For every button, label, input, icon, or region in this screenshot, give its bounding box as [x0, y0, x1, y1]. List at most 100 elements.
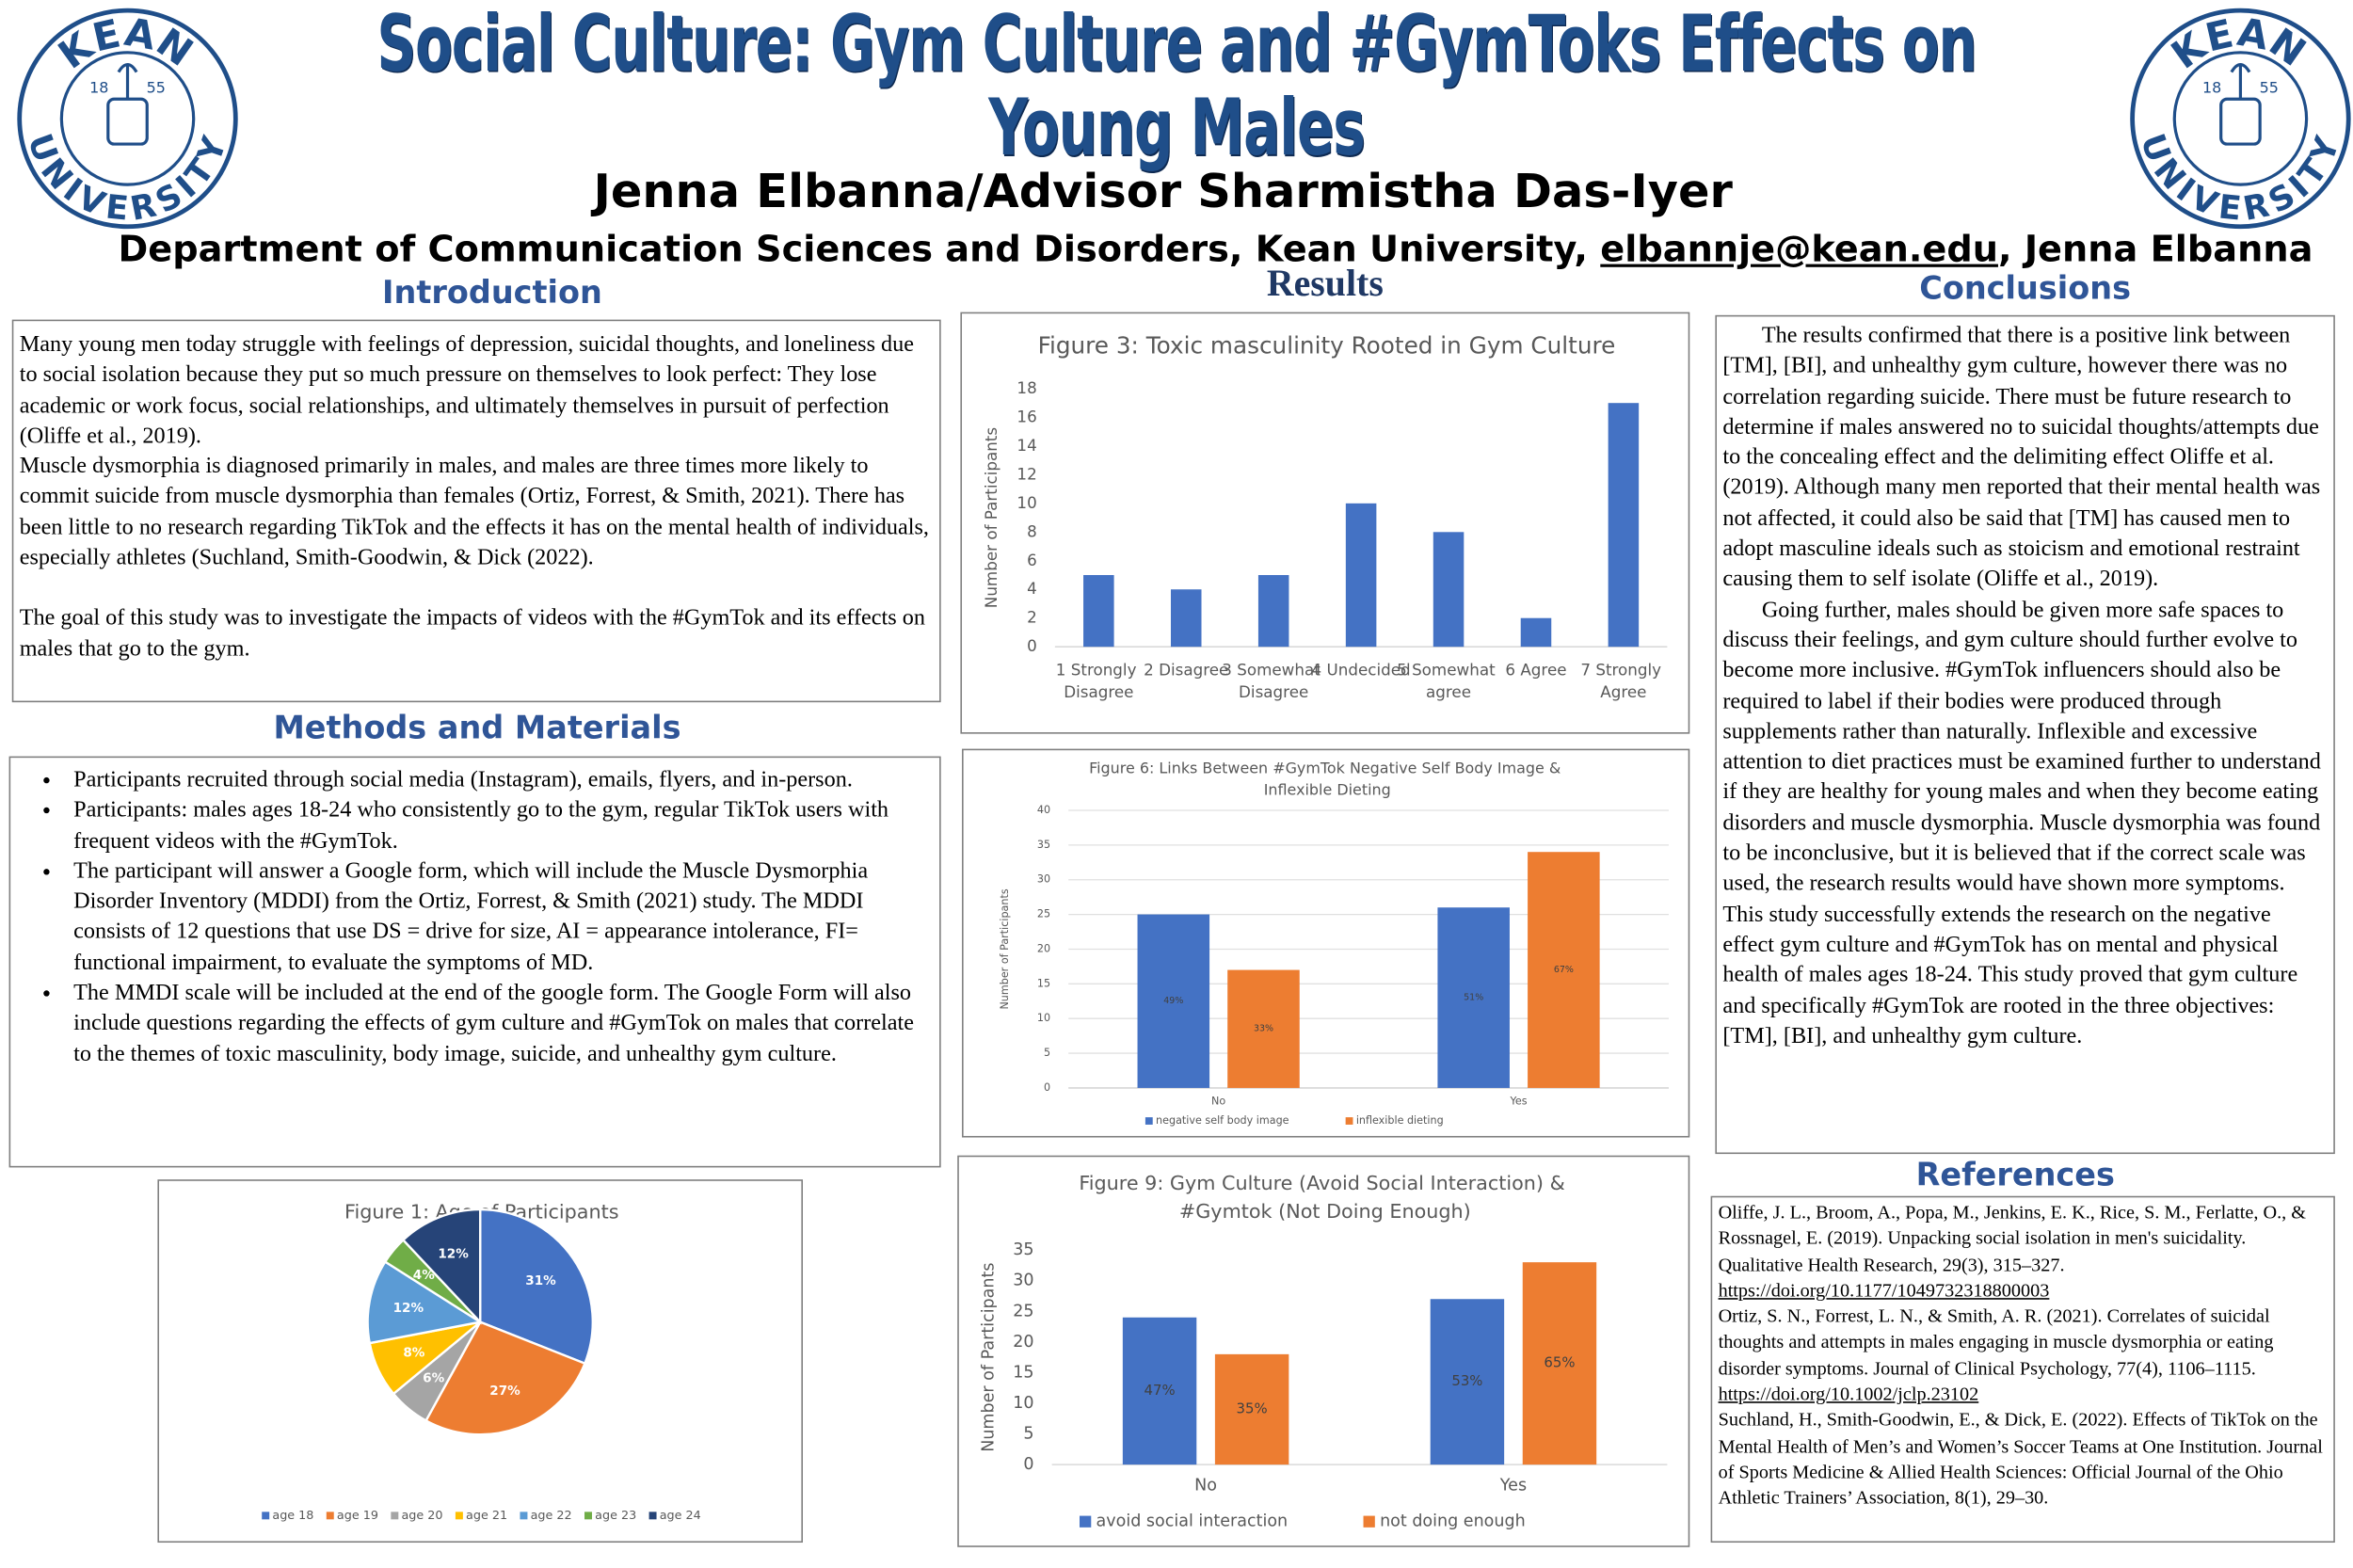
text-line: Yes — [1499, 1476, 1527, 1495]
methods-box: Participants recruited through social me… — [8, 756, 941, 1168]
data-label: 67% — [1554, 965, 1574, 975]
section-heading: Introduction — [382, 274, 602, 312]
bar — [1227, 969, 1300, 1088]
data-label: 49% — [1163, 996, 1183, 1006]
legend-label: inflexible dieting — [1356, 1114, 1444, 1127]
bar — [1345, 503, 1377, 648]
department: Department of Communication Sciences and… — [0, 228, 2353, 270]
data-label: 12% — [393, 1301, 424, 1316]
x-tick-label: 3 Somewhat Disagree — [1222, 661, 1325, 701]
legend-label: age 23 — [595, 1509, 636, 1523]
text-line: 5 Somewhat — [1397, 661, 1500, 680]
reference: Ortiz, S. N., Forrest, L. N., & Smith, A… — [1719, 1304, 2328, 1408]
y-tick-label: 5 — [1023, 1425, 1033, 1444]
y-tick-label: 0 — [1023, 1455, 1033, 1474]
chart-title: Figure 3: Toxic masculinity Rooted in Gy… — [1038, 331, 1616, 359]
legend-label: age 18 — [272, 1509, 313, 1523]
bar — [1528, 852, 1600, 1088]
data-label: 6% — [423, 1371, 444, 1386]
y-tick-label: 30 — [1037, 873, 1050, 886]
y-axis-label: Number of Participants — [999, 888, 1011, 1009]
bullet: The MMDI scale will be included at the e… — [66, 979, 934, 1070]
y-tick-label: 18 — [1016, 378, 1036, 397]
y-tick-label: 0 — [1044, 1081, 1050, 1094]
logo-year: 18 — [2202, 79, 2221, 97]
legend-swatch — [520, 1512, 528, 1520]
legend-label: age 19 — [337, 1509, 378, 1523]
x-tick-label: Yes — [1499, 1476, 1527, 1495]
poster-title: Social Culture: Gym Culture and #GymToks… — [376, 0, 2012, 174]
legend-label: age 22 — [531, 1509, 572, 1523]
bar — [1122, 1317, 1197, 1465]
reference-link[interactable]: https://doi.org/10.1177/1049732318800003 — [1718, 1279, 2050, 1302]
text-line: Figure 3: Toxic masculinity Rooted in Gy… — [1038, 331, 1616, 359]
paragraph: Many young men today struggle with feeli… — [19, 331, 915, 449]
text-line: Figure 6: Links Between #GymTok Negative… — [1089, 759, 1565, 776]
y-tick-label: 40 — [1037, 804, 1050, 816]
text-line: No — [1194, 1476, 1217, 1495]
paragraph: Going further, males should be given mor… — [1722, 597, 2321, 1049]
y-tick-label: 4 — [1027, 579, 1037, 598]
y-tick-label: 35 — [1013, 1240, 1033, 1259]
y-tick-label: 0 — [1027, 636, 1037, 655]
x-tick-label: No — [1194, 1476, 1217, 1495]
x-tick-label: 4 Undecided — [1312, 661, 1411, 680]
bullet: The participant will answer a Google for… — [66, 856, 934, 978]
data-label: 8% — [403, 1346, 424, 1361]
logo-year: 55 — [2260, 79, 2279, 97]
y-axis-label: Number of Participants — [980, 1262, 999, 1451]
x-tick-label: 2 Disagree — [1144, 661, 1228, 680]
introduction-box: Many young men today struggle with feeli… — [11, 319, 941, 703]
section-heading: Conclusions — [1919, 269, 2132, 307]
pie-slice — [366, 1259, 484, 1345]
legend-label: age 20 — [401, 1509, 442, 1523]
y-tick-label: 6 — [1027, 551, 1037, 569]
legend-swatch — [1363, 1515, 1375, 1528]
y-tick-label: 20 — [1037, 942, 1050, 954]
y-axis-label: Number of Participants — [982, 427, 1000, 608]
data-label: 33% — [1254, 1024, 1273, 1034]
figure-chart: Figure 6: Links Between #GymTok Negative… — [962, 748, 1690, 1138]
bar — [1214, 1353, 1289, 1465]
pie-slice — [401, 1208, 482, 1325]
legend-label: negative self body image — [1156, 1114, 1289, 1127]
text-line: No — [1211, 1095, 1225, 1107]
legend-label: age 21 — [466, 1509, 507, 1523]
legend-label: age 24 — [660, 1509, 701, 1523]
section-heading: References — [1915, 1157, 2115, 1193]
author: Jenna Elbanna/Advisor Sharmistha Das-Iye… — [593, 165, 1733, 219]
y-tick-label: 15 — [1013, 1363, 1033, 1382]
logo-year: 55 — [147, 79, 166, 97]
email-link[interactable]: elbannje@kean.edu — [1600, 228, 1998, 270]
bullet: Participants recruited through social me… — [66, 765, 934, 795]
y-tick-label: 14 — [1016, 436, 1036, 455]
legend-swatch — [326, 1512, 334, 1520]
text-line: Disagree — [1239, 682, 1308, 701]
y-tick-label: 25 — [1013, 1302, 1033, 1320]
x-tick-label: 7 Strongly Agree — [1580, 661, 1666, 701]
department-suffix: , Jenna Elbanna — [1997, 228, 2313, 270]
bar — [1170, 589, 1202, 648]
legend-swatch — [648, 1512, 657, 1520]
bar — [1522, 1262, 1597, 1465]
reference: Oliffe, J. L., Broom, A., Popa, M., Jenk… — [1719, 1201, 2328, 1304]
x-tick-label: 6 Agree — [1505, 661, 1566, 680]
reference-link[interactable]: https://doi.org/10.1002/jclp.23102 — [1718, 1384, 1979, 1405]
y-tick-label: 5 — [1044, 1047, 1050, 1059]
section-heading: Results — [1266, 264, 1384, 305]
logo-inner — [59, 51, 196, 186]
legend-swatch — [391, 1512, 399, 1520]
chart-title: Figure 6: Links Between #GymTok Negative… — [1089, 759, 1565, 798]
text-line: 1 Strongly — [1056, 661, 1142, 680]
x-tick-label: 1 Strongly Disagree — [1056, 661, 1142, 701]
logo-year: 18 — [89, 79, 108, 97]
data-label: 51% — [1464, 993, 1483, 1003]
y-tick-label: 10 — [1037, 1012, 1050, 1024]
text-line: 3 Somewhat — [1222, 661, 1325, 680]
reference-text: Suchland, H., Smith-Goodwin, E., & Dick,… — [1718, 1409, 2323, 1509]
logo-inner — [2172, 51, 2309, 186]
text-line: Disagree — [1064, 682, 1133, 701]
conclusions-box: The results confirmed that there is a po… — [1715, 314, 2335, 1155]
